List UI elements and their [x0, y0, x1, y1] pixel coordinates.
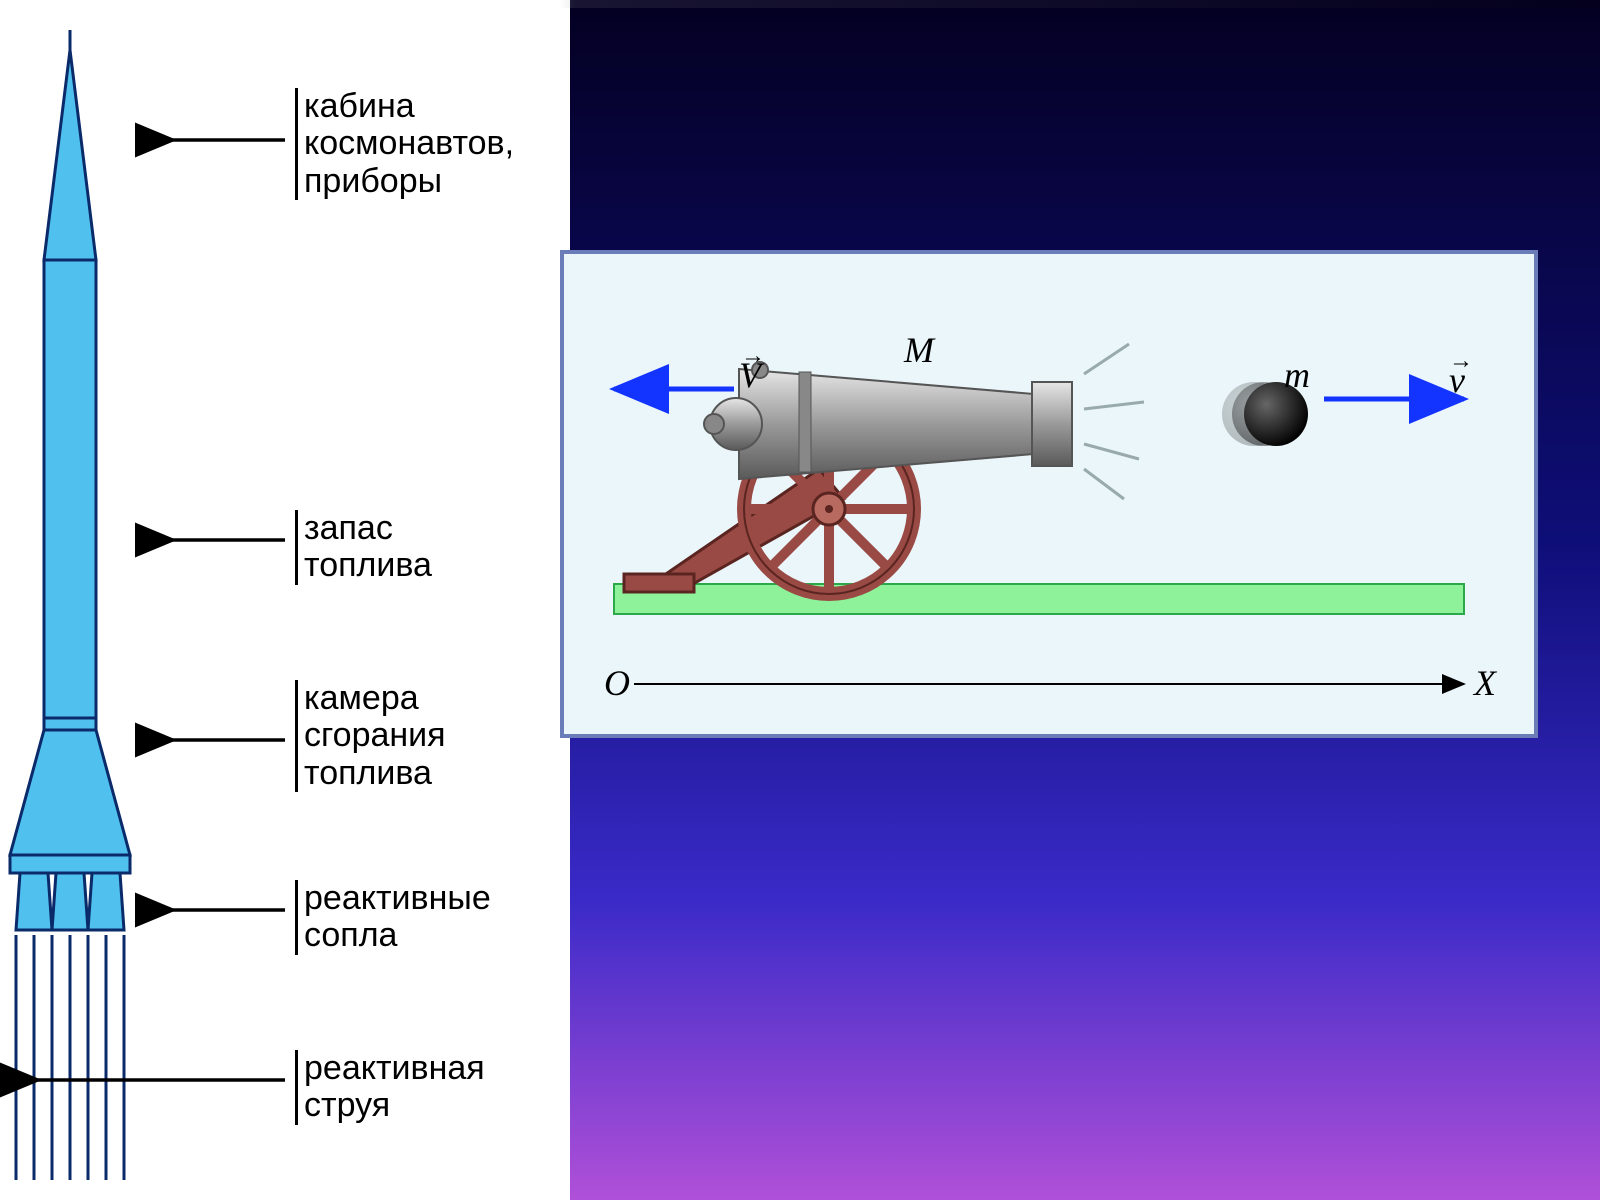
rocket-exhaust	[16, 935, 124, 1180]
label-big-v: →V	[739, 354, 761, 396]
rocket-label: реактивныесопла	[295, 880, 491, 955]
muzzle-flash	[1084, 344, 1144, 499]
rocket-diagram-panel: кабинакосмонавтов,приборы запастоплива кам…	[0, 0, 570, 1200]
label-axis-x: X	[1474, 662, 1496, 704]
right-panel: →V M m →v O X	[570, 0, 1600, 1200]
rocket-label: реактивнаяструя	[295, 1050, 485, 1125]
top-border-shadow	[0, 0, 1600, 8]
ground-strip	[614, 584, 1464, 614]
rocket-label: кабинакосмонавтов,приборы	[295, 88, 514, 200]
label-axis-o: O	[604, 662, 630, 704]
label-small-v: →v	[1449, 359, 1465, 401]
cannon-svg	[564, 254, 1534, 734]
label-big-m: M	[904, 329, 934, 371]
rocket-label: запастоплива	[295, 510, 432, 585]
rocket-body	[10, 30, 130, 930]
cannon-figure-panel: →V M m →v O X	[560, 250, 1538, 738]
label-small-m: m	[1284, 354, 1310, 396]
rocket-label: камерасгораниятоплива	[295, 680, 446, 792]
